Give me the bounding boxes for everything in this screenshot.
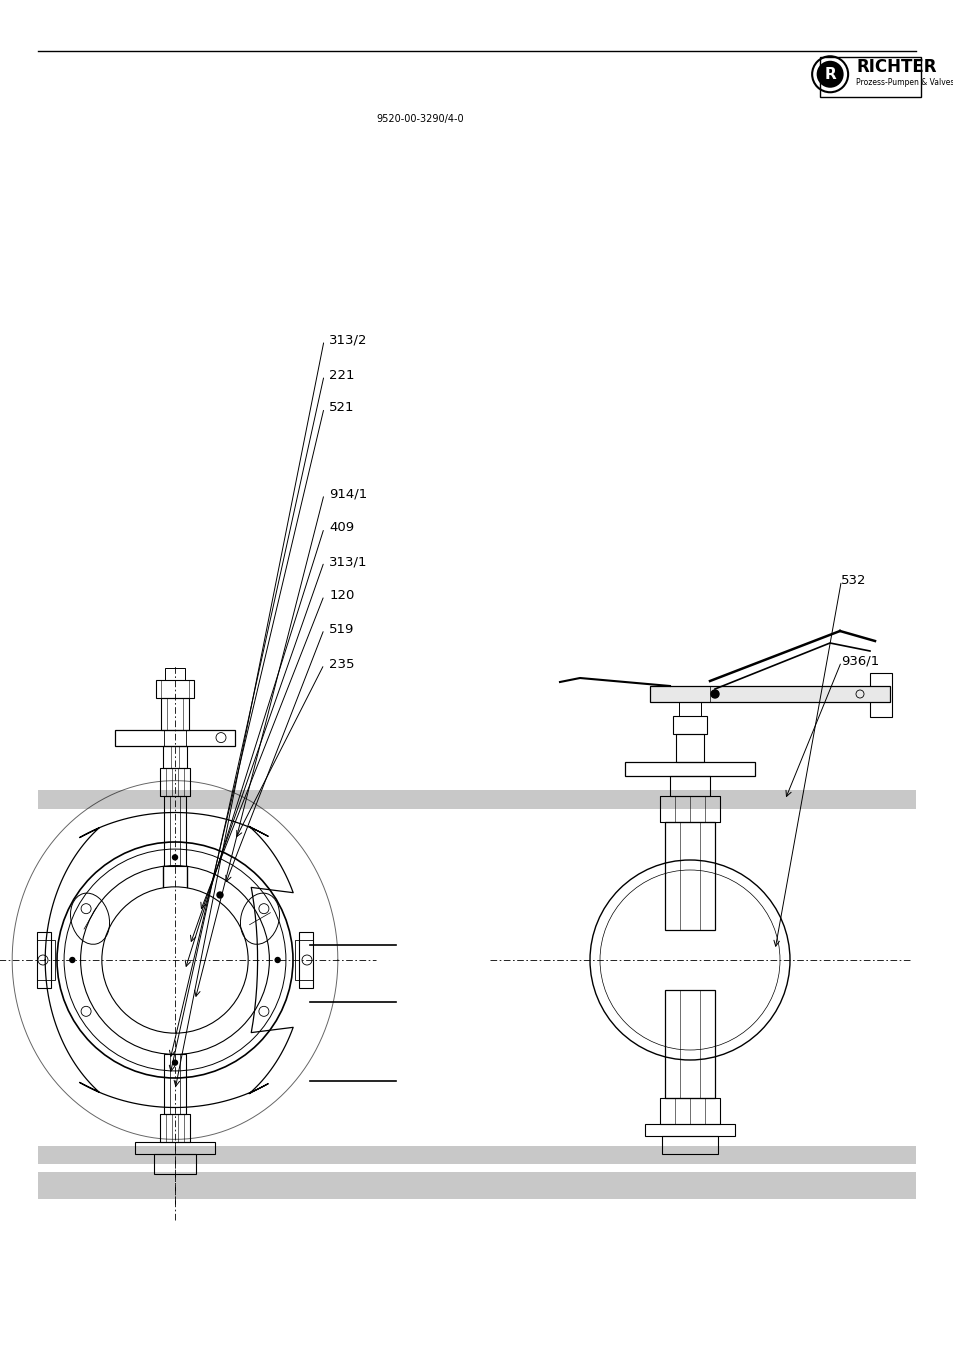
Bar (159, 1114, 191, 1142)
Bar (624, 761, 754, 776)
Bar (661, 1135, 718, 1154)
Text: 313/1: 313/1 (329, 555, 367, 568)
Bar (659, 796, 720, 822)
Text: 313/2: 313/2 (329, 333, 367, 347)
Bar (38, 1172, 915, 1199)
Bar (165, 668, 185, 679)
Bar (649, 686, 889, 702)
Text: 532: 532 (841, 574, 866, 587)
Text: 914/1: 914/1 (329, 487, 367, 501)
Bar (164, 795, 186, 865)
Circle shape (710, 690, 719, 698)
Bar (156, 679, 193, 698)
Text: R: R (823, 66, 835, 82)
Circle shape (816, 61, 842, 88)
Circle shape (172, 1060, 177, 1065)
Bar (676, 734, 703, 761)
Bar (159, 768, 191, 795)
Bar (164, 1054, 186, 1114)
Text: 120: 120 (329, 589, 355, 602)
Bar (679, 702, 700, 716)
Bar (664, 822, 714, 930)
Bar (820, 57, 920, 97)
Bar (38, 790, 915, 809)
Text: Prozess-Pumpen & Valves: Prozess-Pumpen & Valves (855, 78, 953, 86)
Bar (135, 1142, 214, 1154)
Text: 519: 519 (329, 622, 355, 636)
Bar (38, 1146, 915, 1164)
Text: 936/1: 936/1 (841, 655, 879, 668)
Bar (672, 716, 706, 734)
Bar (163, 745, 187, 768)
Bar (644, 1125, 734, 1135)
Circle shape (70, 957, 74, 963)
Bar (659, 1098, 720, 1125)
Bar (298, 931, 313, 988)
Bar (869, 674, 891, 717)
Text: 9520-00-3290/4-0: 9520-00-3290/4-0 (375, 113, 463, 124)
Text: 221: 221 (329, 369, 355, 382)
Bar (294, 940, 313, 980)
Text: 521: 521 (329, 401, 355, 414)
Text: 235: 235 (329, 657, 355, 671)
Bar (664, 990, 714, 1098)
Bar (153, 1154, 195, 1174)
Circle shape (216, 892, 223, 898)
Circle shape (172, 855, 177, 860)
Text: 409: 409 (329, 521, 354, 535)
Circle shape (274, 957, 280, 963)
Bar (669, 776, 709, 796)
Text: RICHTER: RICHTER (855, 58, 936, 76)
Bar (161, 698, 189, 729)
Circle shape (811, 57, 847, 92)
Bar (115, 729, 234, 745)
Bar (37, 940, 55, 980)
Bar (37, 931, 51, 988)
